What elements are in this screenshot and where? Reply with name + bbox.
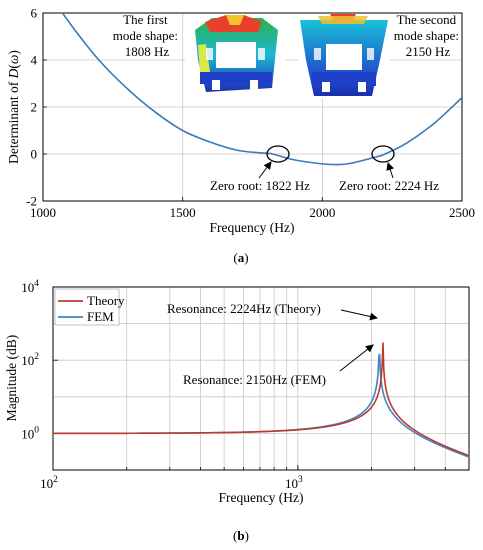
resonance-fem-label: Resonance: 2150Hz (FEM)	[183, 372, 326, 387]
legend-box	[54, 288, 120, 326]
panel-b-xtick-label: 102	[40, 475, 58, 491]
mode2-line-2: mode shape:	[394, 28, 459, 43]
legend-label-fem: FEM	[87, 309, 114, 324]
mode-shape-1-image	[185, 14, 285, 98]
fem-curve	[53, 353, 470, 458]
zero-root-1-marker	[266, 145, 290, 163]
mode2-line-3: 2150 Hz	[406, 44, 451, 59]
panel-a-axes-frame	[42, 12, 463, 202]
mode2-line-1: The second	[397, 12, 457, 27]
mode-shape-2-image	[298, 14, 390, 98]
panel-a-xtick-label: 1500	[170, 205, 196, 220]
mode1-line-2: mode shape:	[113, 28, 178, 43]
panel-b-xtick-label: 103	[285, 475, 303, 491]
panel-a-xtick-label: 2000	[309, 205, 335, 220]
resonance-theory-label: Resonance: 2224Hz (Theory)	[167, 301, 321, 316]
mode1-annotation: The first mode shape: 1808 Hz	[113, 12, 182, 59]
panel-a-xlabel: Frequency (Hz)	[209, 220, 294, 235]
mode1-line-3: 1808 Hz	[125, 44, 170, 59]
panel-a-ytick-label: 6	[31, 6, 38, 21]
panel-a-caption: (a)	[233, 250, 248, 265]
legend: Theory FEM	[54, 288, 125, 326]
panel-a-xtick-label: 2500	[449, 205, 475, 220]
determinant-curve	[61, 13, 462, 166]
panel-a-ytick-label: 2	[31, 100, 38, 115]
panel-b-xlabel: Frequency (Hz)	[218, 490, 303, 505]
zero-root-1-label: Zero root: 1822 Hz	[210, 178, 310, 193]
panel-a-ytick-label: 4	[31, 53, 38, 68]
panel-a-ytick-label: -2	[26, 194, 37, 209]
mode2-annotation: The second mode shape: 2150 Hz	[394, 12, 463, 59]
panel-b-ytick-label: 104	[21, 279, 39, 295]
theory-curve	[53, 342, 470, 457]
zero-root-1-arrow	[258, 161, 272, 179]
panel-a-ylabel: Determinant of D(ω)	[6, 50, 21, 164]
panel-b-ytick-label: 102	[21, 352, 39, 368]
panel-b-ylabel: Magnitude (dB)	[4, 335, 19, 422]
panel-b-grid	[53, 287, 469, 470]
panel-a: 1000 1500 2000 2500 -2 0 2 4 6	[6, 6, 475, 266]
legend-label-theory: Theory	[87, 293, 125, 308]
panel-b-ytick-label: 100	[21, 425, 39, 441]
resonance-theory-arrow	[340, 309, 378, 321]
mode1-line-1: The first	[123, 12, 168, 27]
panel-b-caption: (b)	[233, 528, 249, 543]
resonance-fem-arrow	[339, 344, 374, 372]
zero-root-2-arrow	[386, 162, 395, 179]
panel-a-ticks: 1000 1500 2000 2500 -2 0 2 4 6	[26, 6, 475, 221]
zero-root-2-marker	[371, 145, 395, 163]
panel-a-ytick-label: 0	[31, 147, 38, 162]
panel-a-xtick-label: 1000	[30, 205, 56, 220]
zero-root-2-label: Zero root: 2224 Hz	[339, 178, 439, 193]
panel-b: 102 103 100 102 104 Theory FEM Resonance: 22…	[4, 279, 470, 543]
panel-b-axes-frame	[52, 286, 470, 471]
